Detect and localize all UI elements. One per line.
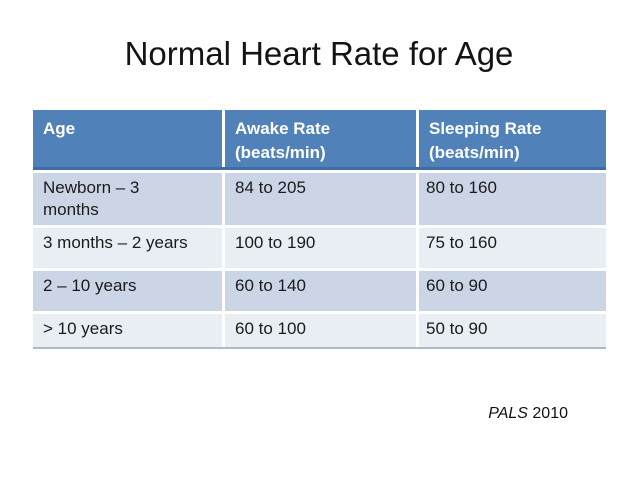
heart-rate-table: Age Awake Rate (beats/min) Sleeping Rate…: [33, 110, 606, 349]
table-row: 2 – 10 years 60 to 140 60 to 90: [33, 271, 606, 311]
cell-age: 3 months – 2 years: [33, 228, 222, 268]
citation-year: 2010: [532, 405, 568, 422]
cell-sleeping-rate: 75 to 160: [419, 228, 606, 268]
header-label: Awake Rate: [235, 119, 331, 138]
cell-age: > 10 years: [33, 314, 222, 347]
table-row: 3 months – 2 years 100 to 190 75 to 160: [33, 228, 606, 268]
header-label: Age: [43, 119, 76, 138]
cell-age: 2 – 10 years: [33, 271, 222, 311]
table-body: Newborn – 3 months 84 to 205 80 to 160 3…: [33, 173, 606, 347]
header-cell-age: Age: [33, 110, 222, 167]
header-cell-sleeping-rate: Sleeping Rate (beats/min): [419, 110, 606, 167]
header-cell-awake-rate: Awake Rate (beats/min): [225, 110, 416, 167]
cell-awake-rate: 60 to 140: [225, 271, 416, 311]
cell-awake-rate: 100 to 190: [225, 228, 416, 268]
citation: PALS 2010: [488, 404, 568, 424]
table-row: > 10 years 60 to 100 50 to 90: [33, 314, 606, 347]
cell-awake-rate: 60 to 100: [225, 314, 416, 347]
header-label: Sleeping Rate: [429, 119, 542, 138]
header-unit: (beats/min): [235, 143, 326, 162]
cell-sleeping-rate: 60 to 90: [419, 271, 606, 311]
slide-title: Normal Heart Rate for Age: [124, 35, 514, 72]
header-unit: (beats/min): [429, 143, 520, 162]
cell-age: Newborn – 3 months: [33, 173, 222, 225]
cell-age-text: Newborn – 3 months: [43, 178, 140, 219]
cell-sleeping-rate: 50 to 90: [419, 314, 606, 347]
table-header-row: Age Awake Rate (beats/min) Sleeping Rate…: [33, 110, 606, 170]
cell-sleeping-rate: 80 to 160: [419, 173, 606, 225]
cell-awake-rate: 84 to 205: [225, 173, 416, 225]
citation-source: PALS: [488, 405, 528, 422]
table-row: Newborn – 3 months 84 to 205 80 to 160: [33, 173, 606, 225]
